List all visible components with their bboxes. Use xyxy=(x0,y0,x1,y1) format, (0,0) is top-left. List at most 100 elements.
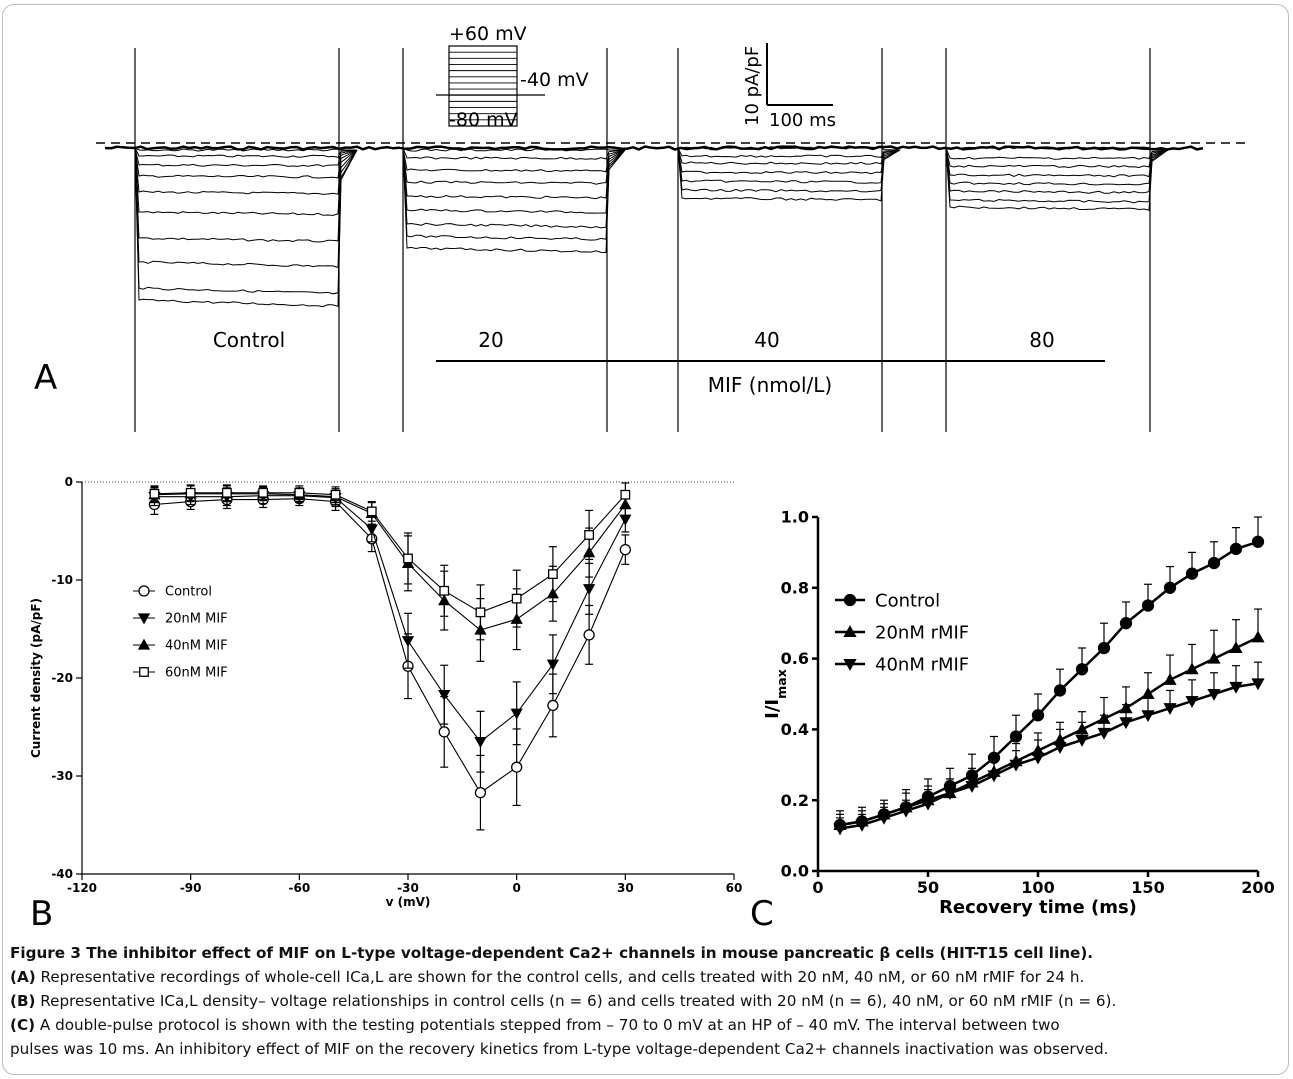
caption-c-continued: pulses was 10 ms. An inhibitory effect o… xyxy=(10,1040,1109,1058)
current-trace xyxy=(945,147,1169,160)
data-point xyxy=(439,585,450,596)
data-point xyxy=(137,613,151,625)
data-point xyxy=(843,658,857,671)
data-point xyxy=(1207,688,1221,701)
current-trace xyxy=(134,147,358,295)
x-tick-label: 0 xyxy=(512,881,520,895)
y-tick-label: 0.6 xyxy=(781,649,809,668)
data-point xyxy=(438,690,451,701)
data-point xyxy=(1251,535,1265,548)
data-point xyxy=(619,543,631,556)
scale-bar: 10 pA/pF 100 ms xyxy=(742,43,836,131)
scale-bar-y-label: 10 pA/pF xyxy=(742,46,763,126)
data-point xyxy=(475,607,486,618)
y-tick-label: -40 xyxy=(51,867,73,881)
caption-b-text: Representative ICa,L density– voltage re… xyxy=(35,992,1117,1010)
data-point xyxy=(855,819,869,832)
condition-label-20: 20 xyxy=(478,328,503,352)
data-point xyxy=(511,593,522,604)
x-tick-label: 150 xyxy=(1131,878,1164,897)
x-tick-label: 0 xyxy=(812,878,823,897)
current-trace xyxy=(945,147,1169,178)
data-point xyxy=(1185,662,1199,675)
legend-label: Control xyxy=(875,590,940,611)
series-40nm-rmif xyxy=(833,661,1265,836)
x-tick-label: 30 xyxy=(617,881,634,895)
current-trace xyxy=(677,147,901,158)
data-point xyxy=(1229,542,1243,556)
data-point xyxy=(1141,710,1155,723)
legend-label: 60nM MIF xyxy=(165,666,228,681)
legend-entry: 40nM MIF xyxy=(133,638,228,654)
data-point xyxy=(1031,709,1045,722)
series-line xyxy=(154,493,626,631)
data-point xyxy=(583,629,595,641)
current-trace xyxy=(402,147,626,160)
current-trace xyxy=(945,147,1169,211)
data-point xyxy=(149,488,160,499)
data-point xyxy=(511,761,523,773)
data-point xyxy=(137,638,151,650)
y-tick-label: 0.8 xyxy=(781,578,809,597)
data-point xyxy=(1251,678,1265,691)
data-point xyxy=(1141,599,1155,612)
data-point xyxy=(921,798,935,811)
legend-label: 40nM rMIF xyxy=(875,654,969,675)
data-point xyxy=(221,487,232,498)
current-trace xyxy=(945,147,1169,194)
y-axis-label: Current density (pA/pF) xyxy=(29,598,43,758)
data-point xyxy=(620,489,631,500)
current-trace xyxy=(402,147,626,200)
x-tick-label: 50 xyxy=(917,878,939,897)
series-line xyxy=(154,495,626,743)
x-tick-label: -90 xyxy=(180,881,202,895)
current-trace xyxy=(134,147,358,179)
current-trace xyxy=(677,147,901,165)
y-tick-label: 0.0 xyxy=(781,862,809,881)
current-trace xyxy=(134,147,358,167)
current-trace xyxy=(134,147,358,308)
data-point xyxy=(330,489,341,500)
protocol-hold-label: -40 mV xyxy=(520,69,589,91)
series-60nm-mif xyxy=(149,482,631,641)
current-trace xyxy=(402,147,626,185)
current-trace xyxy=(677,147,901,202)
series-40nm-mif xyxy=(148,485,632,662)
caption-a-text: Representative recordings of whole-cell … xyxy=(35,968,1085,986)
x-tick-label: -60 xyxy=(288,881,310,895)
protocol-bottom-label: -80 mV xyxy=(449,109,518,131)
data-point xyxy=(1185,567,1199,580)
series-control xyxy=(148,490,631,831)
caption-b-tag: (B) xyxy=(10,992,36,1010)
y-tick-label: 0 xyxy=(65,475,73,489)
current-trace xyxy=(945,147,1169,186)
series-line xyxy=(154,492,626,613)
data-point xyxy=(987,770,1001,783)
data-point xyxy=(1229,681,1243,694)
data-point xyxy=(185,487,196,498)
current-trace xyxy=(402,147,626,254)
current-trace xyxy=(134,147,358,195)
chart-b-current-density: -120 -90 -60 -30 0 30 60 0 -10 -20 -30 -40 v (mV) Cur… xyxy=(29,475,742,909)
data-point xyxy=(547,569,558,580)
data-point xyxy=(1075,734,1089,747)
caption-c-tag: (C) xyxy=(10,1016,36,1034)
data-point xyxy=(1031,752,1045,765)
y-axis-label: I/Imax xyxy=(762,669,789,719)
data-point xyxy=(474,787,487,799)
data-point xyxy=(1141,687,1155,700)
data-point xyxy=(1119,717,1133,730)
current-trace xyxy=(134,147,358,158)
data-point xyxy=(139,667,149,677)
data-point xyxy=(965,780,979,793)
x-tick-label: 100 xyxy=(1021,878,1054,897)
current-trace xyxy=(402,147,626,241)
y-tick-label: -10 xyxy=(51,573,73,587)
data-point xyxy=(138,585,150,597)
legend-entry: 20nM rMIF xyxy=(835,622,969,643)
caption-c: (C) A double-pulse protocol is shown wit… xyxy=(10,1013,1285,1037)
data-point xyxy=(843,625,857,638)
current-trace xyxy=(402,147,626,229)
data-point xyxy=(365,524,378,536)
current-trace xyxy=(677,147,901,175)
